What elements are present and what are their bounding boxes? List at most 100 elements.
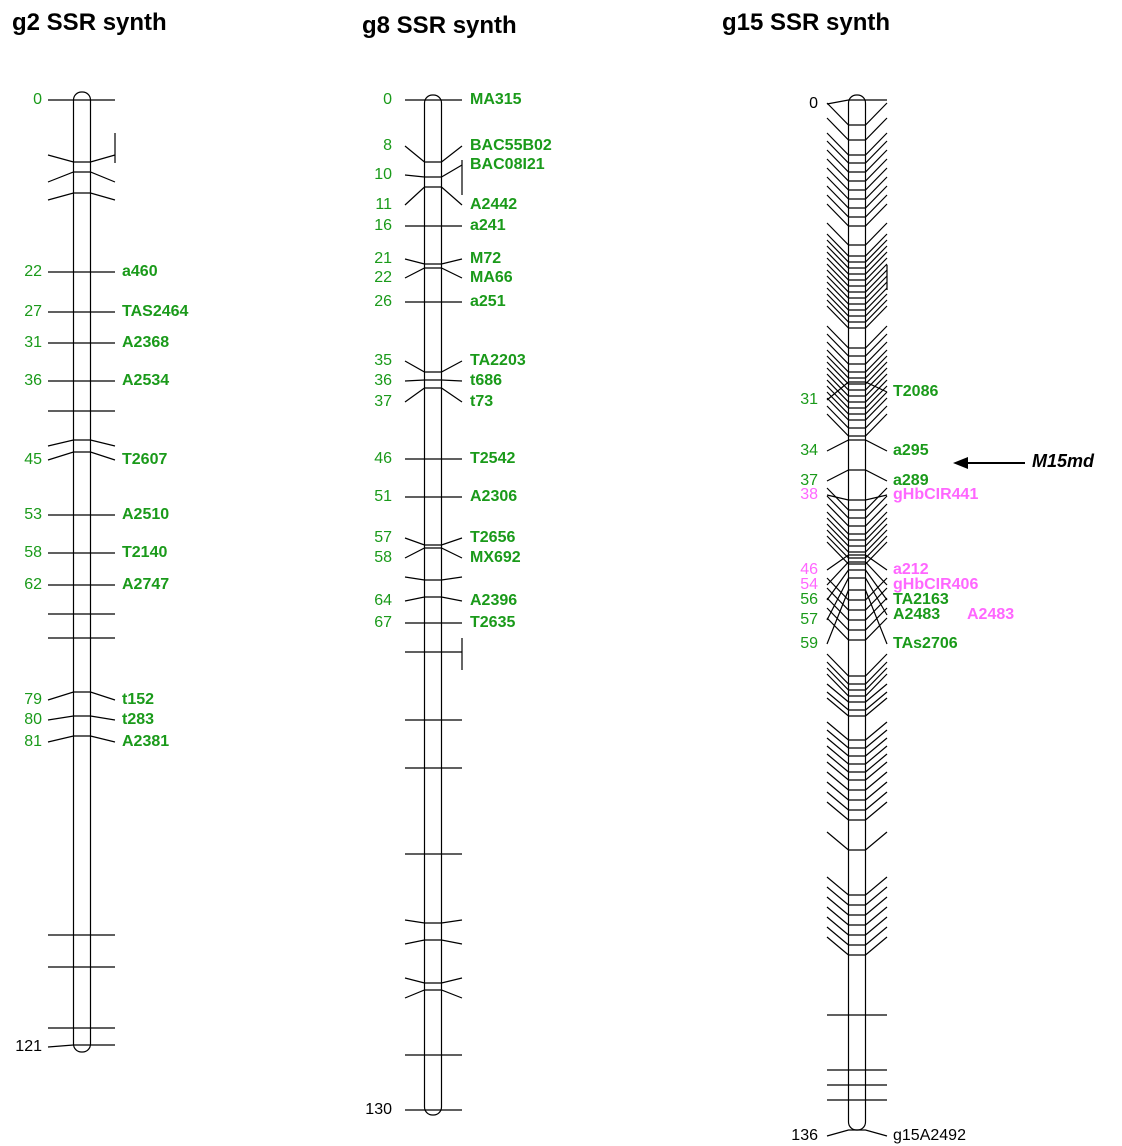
marker-position: 37	[374, 393, 392, 410]
marker-tick	[826, 697, 888, 717]
marker-tick	[826, 886, 888, 906]
marker-name: TA2203	[470, 352, 526, 369]
marker-name: A2396	[470, 592, 517, 609]
marker-line	[826, 577, 888, 621]
marker-line	[47, 1044, 115, 1048]
marker-line	[404, 164, 463, 178]
marker-tick	[826, 916, 888, 936]
marker-name: t283	[122, 711, 154, 728]
marker-name: A2306	[470, 488, 517, 505]
marker-name: a289	[893, 472, 929, 489]
marker-name: T2656	[470, 529, 515, 546]
marker-tick	[826, 333, 888, 357]
marker-position: 64	[374, 592, 392, 609]
marker-tick	[826, 361, 888, 385]
marker-tick	[404, 919, 463, 924]
marker-line	[826, 554, 888, 571]
marker-line	[404, 537, 463, 546]
marker-tick	[826, 753, 888, 773]
marker-position: 45	[24, 451, 42, 468]
marker-tick	[47, 171, 116, 183]
marker-tick	[826, 158, 888, 182]
marker-position: 56	[800, 591, 818, 608]
marker-tick	[826, 275, 888, 299]
marker-name: M72	[470, 250, 501, 267]
marker-position: 58	[374, 549, 392, 566]
marker-name: T2607	[122, 451, 167, 468]
marker-tick	[826, 287, 888, 311]
marker-name: A2368	[122, 334, 169, 351]
marker-tick	[826, 523, 888, 547]
marker-position: 16	[374, 217, 392, 234]
marker-tick	[826, 397, 888, 421]
marker-tick	[826, 176, 888, 200]
marker-position: 38	[800, 486, 818, 503]
marker-position: 58	[24, 544, 42, 561]
marker-tick	[826, 251, 888, 275]
marker-name: BAC08I21	[470, 156, 545, 173]
marker-position: 51	[374, 488, 392, 505]
marker-tick	[826, 349, 888, 373]
marker-name: MA66	[470, 269, 513, 286]
marker-tick	[826, 737, 888, 757]
marker-line	[826, 589, 888, 645]
marker-name: a295	[893, 442, 929, 459]
marker-line	[826, 99, 887, 105]
marker-tick	[826, 413, 888, 437]
marker-tick	[826, 503, 888, 527]
marker-position: 8	[383, 137, 392, 154]
marker-position: 81	[24, 733, 42, 750]
marker-position: 31	[800, 391, 818, 408]
marker-tick	[47, 439, 116, 447]
marker-tick	[826, 495, 888, 519]
marker-position: 136	[791, 1127, 818, 1144]
marker-tick	[826, 691, 888, 711]
marker-name: gHbCIR441	[893, 486, 978, 503]
marker-tick	[826, 391, 888, 415]
marker-line	[404, 387, 463, 403]
marker-tick	[826, 781, 888, 801]
marker-name: A2483	[893, 606, 940, 623]
marker-tick	[826, 117, 888, 141]
marker-tick	[826, 132, 888, 156]
annotation: M15md	[1032, 451, 1095, 471]
marker-tick	[826, 405, 888, 429]
marker-position: 67	[374, 614, 392, 631]
marker-tick	[826, 341, 888, 365]
marker-tick	[826, 653, 888, 677]
marker-name: T2140	[122, 544, 167, 561]
marker-line	[826, 494, 888, 501]
marker-tick	[404, 939, 463, 945]
marker-tick	[826, 667, 888, 691]
marker-tick	[826, 896, 888, 916]
marker-tick	[826, 299, 888, 323]
marker-tick	[826, 791, 888, 811]
marker-position: 130	[365, 1101, 392, 1118]
marker-tick	[826, 355, 888, 379]
marker-name: A2442	[470, 196, 517, 213]
marker-name: a251	[470, 293, 506, 310]
marker-tick	[826, 729, 888, 749]
marker-tick	[826, 876, 888, 896]
marker-line	[404, 145, 463, 163]
marker-position: 31	[24, 334, 42, 351]
marker-tick	[826, 325, 888, 349]
marker-tick	[404, 989, 463, 999]
marker-tick	[826, 597, 888, 621]
marker-position: 54	[800, 576, 818, 593]
marker-tick	[826, 245, 888, 269]
marker-tick	[826, 673, 888, 697]
group-title: g15 SSR synth	[722, 9, 890, 36]
marker-position: 46	[800, 561, 818, 578]
marker-tick	[47, 192, 116, 201]
marker-tick	[826, 683, 888, 703]
marker-tick	[826, 607, 888, 631]
marker-position: 26	[374, 293, 392, 310]
marker-line	[47, 451, 116, 461]
marker-position: 36	[24, 372, 42, 389]
marker-line	[404, 267, 463, 279]
marker-name: a241	[470, 217, 506, 234]
marker-line	[404, 186, 463, 206]
marker-name: BAC55B02	[470, 137, 552, 154]
